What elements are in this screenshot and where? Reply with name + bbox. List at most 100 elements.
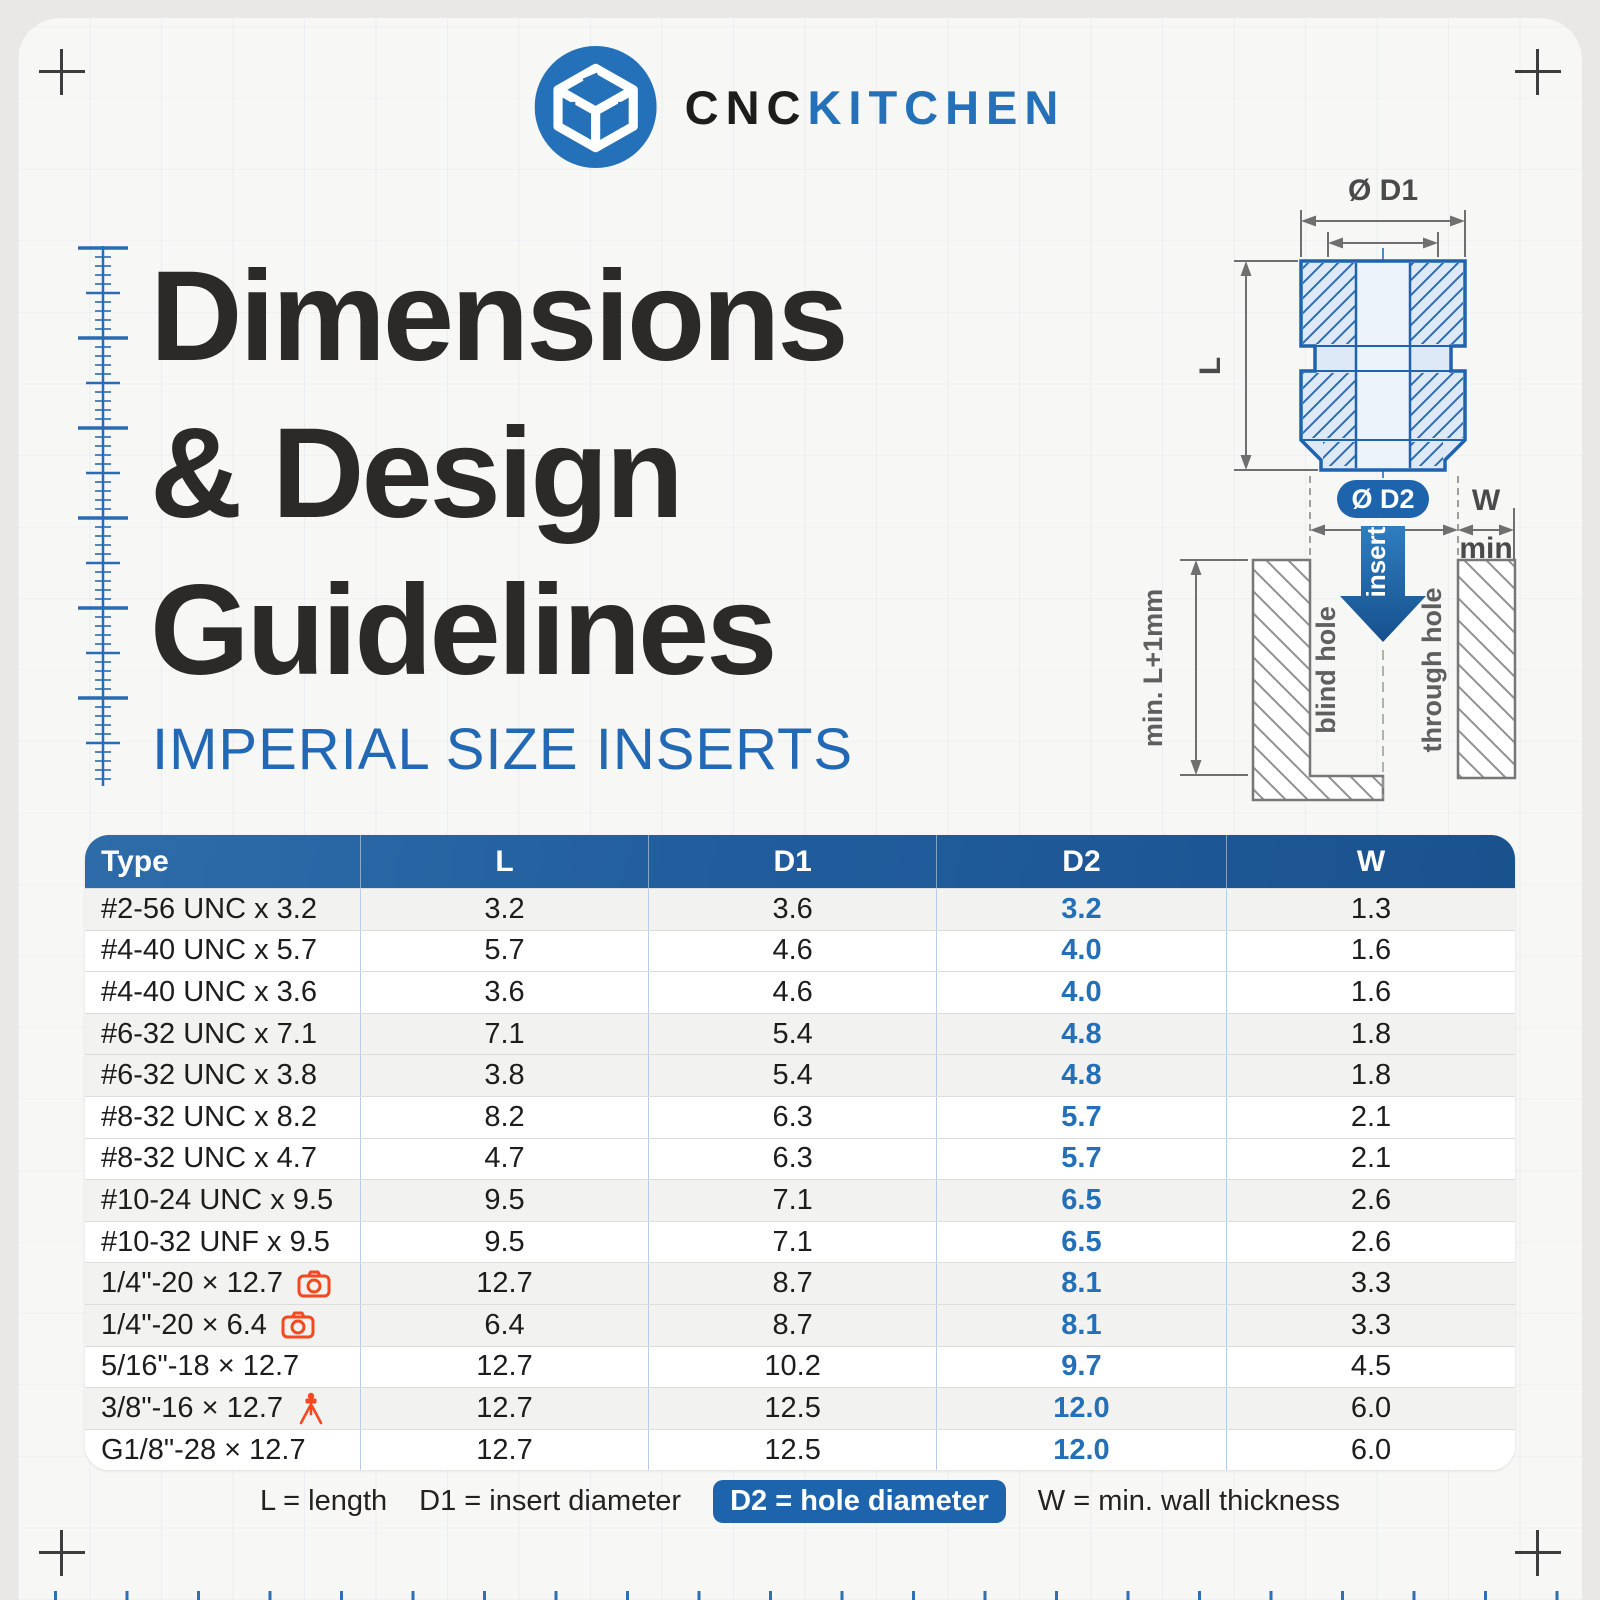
table-row: #8-32 UNC x 4.7 4.7 6.3 5.7 2.1 — [85, 1137, 1515, 1180]
header-d1: D1 — [648, 835, 935, 888]
cnc-kitchen-cube-icon — [534, 46, 657, 168]
insert-dimensions-table: Type L D1 D2 W #2-56 UNC x 3.2 3.2 3.6 3.2 1… — [85, 835, 1515, 1471]
cell-d2: 4.0 — [935, 972, 1226, 1013]
brand-cnc: CNC — [684, 80, 808, 134]
w-dim-label: W — [1472, 484, 1501, 517]
cell-l: 8.2 — [359, 1096, 649, 1138]
through-hole-label: through hole — [1417, 588, 1447, 753]
cell-d2: 4.8 — [935, 1055, 1226, 1096]
bottom-ruler-ticks — [54, 1591, 1580, 1600]
legend: L = length D1 = insert diameter D2 = hol… — [0, 1478, 1600, 1524]
cell-d2: 6.5 — [935, 1180, 1226, 1221]
cell-type: #10-32 UNF x 9.5 — [101, 1225, 330, 1258]
cell-d2: 12.0 — [935, 1429, 1226, 1471]
table-row: #2-56 UNC x 3.2 3.2 3.6 3.2 1.3 — [85, 888, 1515, 930]
table-row: #4-40 UNC x 3.6 3.6 4.6 4.0 1.6 — [85, 971, 1515, 1013]
cell-d1: 5.4 — [648, 1055, 935, 1096]
cell-w: 2.1 — [1226, 1096, 1515, 1138]
legend-d2-pill: D2 = hole diameter — [713, 1479, 1006, 1523]
page-title: Dimensions & Design Guidelines — [150, 238, 848, 709]
cell-d1: 8.7 — [648, 1263, 935, 1304]
cell-d1: 4.6 — [648, 972, 935, 1013]
table-row: 1/4"-20 × 12.7 12.7 8.7 8.1 3.3 — [85, 1262, 1515, 1304]
d1-dim-label: Ø D1 — [1348, 174, 1418, 207]
table-row: 1/4"-20 × 6.4 6.4 8.7 8.1 3.3 — [85, 1303, 1515, 1346]
ruler-graphic — [74, 246, 132, 786]
cell-type: #4-40 UNC x 5.7 — [101, 934, 317, 967]
cell-d2: 5.7 — [935, 1138, 1226, 1180]
cell-d1: 6.3 — [648, 1138, 935, 1180]
table-header-row: Type L D1 D2 W — [85, 835, 1515, 888]
camera-icon — [297, 1270, 331, 1298]
cell-type: #8-32 UNC x 4.7 — [101, 1142, 317, 1175]
cell-type: #6-32 UNC x 7.1 — [101, 1017, 317, 1050]
cell-d1: 4.6 — [648, 930, 935, 972]
cell-w: 2.1 — [1226, 1138, 1515, 1180]
table-row: #10-32 UNF x 9.5 9.5 7.1 6.5 2.6 — [85, 1220, 1515, 1263]
table-row: #6-32 UNC x 3.8 3.8 5.4 4.8 1.8 — [85, 1054, 1515, 1096]
cell-d2: 8.1 — [935, 1263, 1226, 1304]
table-row: G1/8"-28 × 12.7 12.7 12.5 12.0 6.0 — [85, 1428, 1515, 1471]
table-row: #6-32 UNC x 7.1 7.1 5.4 4.8 1.8 — [85, 1012, 1515, 1055]
insert-dimension-diagram: Ø D1 L Ø D2 W min min. L+1mm blin — [1138, 174, 1517, 802]
page-subtitle: IMPERIAL SIZE INSERTS — [152, 717, 854, 782]
insert-arrow-label: insert — [1361, 526, 1391, 597]
title-line-3: Guidelines — [150, 559, 777, 702]
table-row: #4-40 UNC x 5.7 5.7 4.6 4.0 1.6 — [85, 929, 1515, 972]
cell-l: 9.5 — [359, 1221, 649, 1263]
cell-l: 6.4 — [359, 1304, 649, 1346]
cell-type: #10-24 UNC x 9.5 — [101, 1183, 334, 1216]
cell-d2: 8.1 — [935, 1304, 1226, 1346]
crop-mark-top-left — [39, 49, 85, 95]
table-row: 3/8"-16 × 12.7 12.7 12.5 12.0 6.0 — [85, 1387, 1515, 1429]
cell-w: 3.3 — [1226, 1304, 1515, 1346]
cell-d1: 6.3 — [648, 1096, 935, 1138]
cell-d1: 12.5 — [648, 1388, 935, 1429]
cell-type: #8-32 UNC x 8.2 — [101, 1100, 317, 1133]
cell-type: #4-40 UNC x 3.6 — [101, 975, 317, 1008]
insert-arrow-icon — [1340, 526, 1426, 642]
cell-d1: 5.4 — [648, 1013, 935, 1055]
cell-w: 4.5 — [1226, 1346, 1515, 1388]
table-body: #2-56 UNC x 3.2 3.2 3.6 3.2 1.3 #4-40 UNC x 5… — [85, 888, 1515, 1471]
cell-l: 4.7 — [359, 1138, 649, 1180]
cell-d2: 3.2 — [935, 889, 1226, 930]
cell-d1: 8.7 — [648, 1304, 935, 1346]
cell-l: 12.7 — [359, 1388, 649, 1429]
cell-d1: 3.6 — [648, 889, 935, 930]
cell-type: #2-56 UNC x 3.2 — [101, 892, 317, 925]
table-row: #8-32 UNC x 8.2 8.2 6.3 5.7 2.1 — [85, 1095, 1515, 1138]
table-row: #10-24 UNC x 9.5 9.5 7.1 6.5 2.6 — [85, 1179, 1515, 1221]
cell-d2: 9.7 — [935, 1346, 1226, 1388]
header-type: Type — [101, 844, 169, 878]
cell-w: 3.3 — [1226, 1263, 1515, 1304]
cell-w: 2.6 — [1226, 1180, 1515, 1221]
crop-mark-bottom-left — [39, 1530, 85, 1576]
cell-d2: 6.5 — [935, 1221, 1226, 1263]
cell-l: 3.6 — [359, 972, 649, 1013]
header-l: L — [359, 835, 649, 888]
tripod-icon — [297, 1391, 325, 1425]
cell-w: 1.8 — [1226, 1055, 1515, 1096]
legend-d1: D1 = insert diameter — [419, 1484, 682, 1517]
cell-type: #6-32 UNC x 3.8 — [101, 1059, 317, 1092]
crop-mark-bottom-right — [1515, 1530, 1561, 1576]
header-d2: D2 — [935, 835, 1226, 888]
cell-d2: 12.0 — [935, 1388, 1226, 1429]
cell-l: 3.2 — [359, 889, 649, 930]
cell-type: G1/8"-28 × 12.7 — [101, 1433, 306, 1466]
cell-l: 12.7 — [359, 1346, 649, 1388]
l-dim-label: L — [1194, 357, 1227, 375]
cell-type: 3/8"-16 × 12.7 — [85, 1388, 360, 1429]
camera-icon — [281, 1311, 315, 1339]
table-row: 5/16"-18 × 12.7 12.7 10.2 9.7 4.5 — [85, 1345, 1515, 1388]
title-line-2: & Design — [150, 402, 684, 545]
cell-l: 9.5 — [359, 1180, 649, 1221]
cell-type: 5/16"-18 × 12.7 — [101, 1350, 300, 1383]
d2-pill — [1337, 480, 1429, 518]
cell-w: 6.0 — [1226, 1429, 1515, 1471]
cell-l: 12.7 — [359, 1263, 649, 1304]
legend-l: L = length — [260, 1484, 388, 1517]
header-w: W — [1226, 835, 1515, 888]
cell-w: 1.6 — [1226, 972, 1515, 1013]
